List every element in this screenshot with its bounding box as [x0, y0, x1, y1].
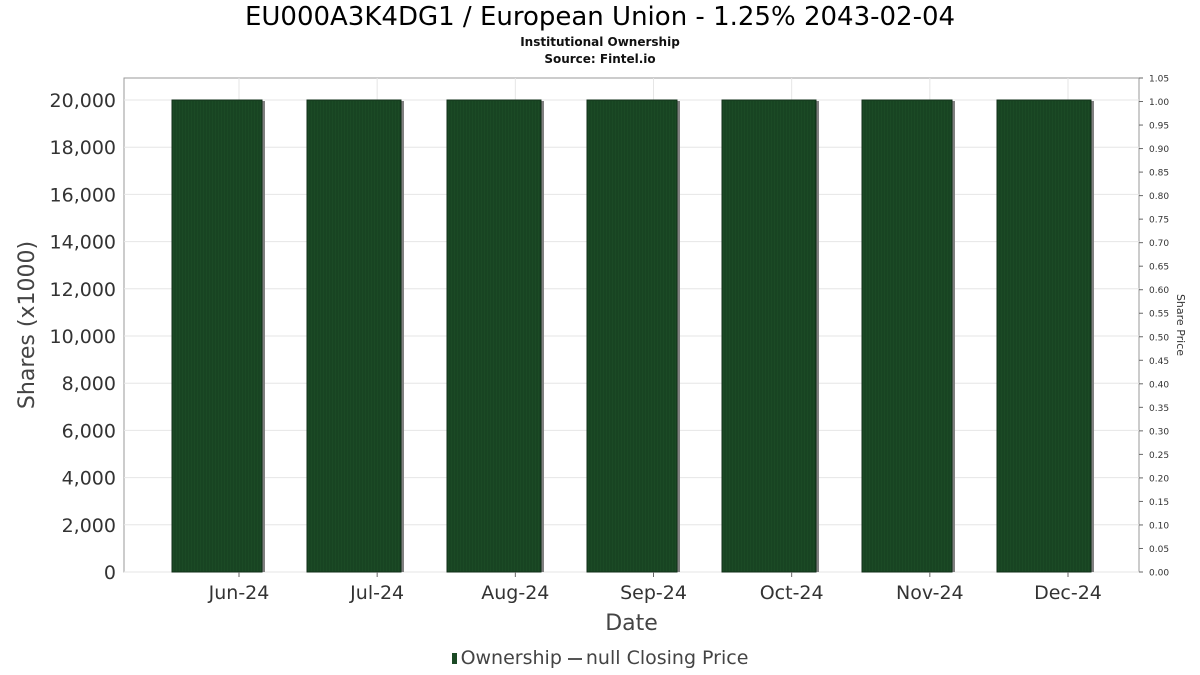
y2-axis-label: Share Price: [1174, 294, 1187, 356]
y2-tick-label: 0.35: [1149, 404, 1169, 414]
y-tick-label: 18,000: [50, 137, 116, 159]
x-tick-label: Aug-24: [481, 582, 549, 604]
y2-tick-label: 0.50: [1149, 333, 1169, 343]
chart-subtitle: Institutional Ownership: [520, 35, 680, 49]
legend-ownership-label: Ownership: [460, 647, 562, 669]
y2-tick-label: 1.05: [1149, 75, 1169, 85]
y2-tick-label: 0.95: [1149, 122, 1169, 132]
bar: [996, 99, 1092, 573]
y2-tick-label: 0.90: [1149, 145, 1169, 155]
y2-tick-label: 0.00: [1149, 569, 1169, 579]
x-tick-label: Dec-24: [1034, 582, 1102, 604]
y2-tick-label: 0.15: [1149, 498, 1169, 508]
bar: [306, 99, 402, 573]
x-tick-label: Sep-24: [620, 582, 687, 604]
y2-tick-label: 0.30: [1149, 427, 1169, 437]
y2-tick-label: 0.10: [1149, 521, 1169, 531]
y2-tick-label: 0.25: [1149, 451, 1169, 461]
bar: [446, 99, 542, 573]
y-tick-label: 12,000: [50, 279, 116, 301]
chart-title: EU000A3K4DG1 / European Union - 1.25% 20…: [244, 2, 956, 32]
y-tick-label: 4,000: [62, 468, 116, 490]
x-tick-label: Oct-24: [760, 582, 824, 604]
y-tick-label: 16,000: [50, 184, 116, 206]
x-tick-label: Jul-24: [349, 582, 404, 604]
bar: [721, 99, 817, 573]
y2-tick-label: 0.40: [1149, 380, 1169, 390]
y2-tick-label: 0.45: [1149, 357, 1169, 367]
legend-closing-price-swatch: [567, 657, 582, 660]
x-tick-label: Nov-24: [896, 582, 964, 604]
y2-tick-label: 0.85: [1149, 169, 1169, 179]
x-tick-label: Jun-24: [208, 582, 270, 604]
y-axis-label: Shares (x1000): [15, 241, 40, 409]
y2-tick-label: 0.75: [1149, 216, 1169, 226]
y-tick-label: 8,000: [62, 373, 116, 395]
y-tick-label: 14,000: [50, 232, 116, 254]
y2-tick-label: 0.05: [1149, 545, 1169, 555]
chart-source: Source: Fintel.io: [544, 52, 656, 66]
y2-tick-label: 0.65: [1149, 263, 1169, 273]
legend-closing-price-label: null Closing Price: [585, 647, 749, 669]
chart-legend: Ownership null Closing Price: [0, 647, 1200, 669]
y-tick-label: 10,000: [50, 326, 116, 348]
y2-tick-label: 0.70: [1149, 239, 1169, 249]
legend-ownership-swatch: [451, 653, 457, 664]
y2-tick-label: 1.00: [1149, 98, 1169, 108]
y2-tick-label: 0.55: [1149, 310, 1169, 320]
y-tick-label: 6,000: [62, 420, 116, 442]
x-axis-label: Date: [605, 611, 658, 636]
y2-tick-label: 0.20: [1149, 474, 1169, 484]
y2-tick-label: 0.60: [1149, 286, 1169, 296]
y-tick-label: 20,000: [50, 90, 116, 112]
y2-tick-label: 0.80: [1149, 192, 1169, 202]
y-tick-label: 2,000: [62, 515, 116, 537]
y-tick-label: 0: [104, 562, 116, 584]
